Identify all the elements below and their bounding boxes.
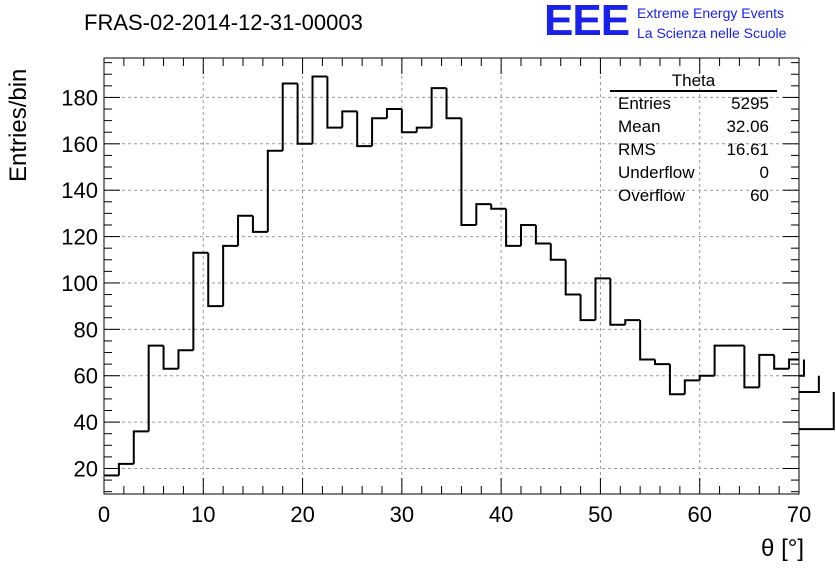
histogram-bin [266,149,283,232]
histogram-bin [799,375,820,393]
stats-label: Underflow [618,163,695,182]
stats-label: Overflow [618,186,686,205]
histogram-bin [311,75,328,144]
stats-row-rms: RMS 16.61 [610,138,777,161]
histogram-bin [162,345,179,370]
histogram-bin [799,359,805,377]
logo-line-2: La Scienza nelle Scuole [637,25,787,41]
stats-value: 5295 [731,94,769,113]
logo-line-1: Extreme Energy Events [637,5,785,21]
histogram-bin [281,82,298,151]
y-tick-label: 160 [61,132,98,157]
chart-title: FRAS-02-2014-12-31-00003 [84,10,363,35]
histogram-bin [475,203,492,225]
plot-frame [103,57,800,495]
histogram-bin [639,320,656,361]
histogram-bin [326,76,343,129]
histogram-bin [549,243,566,261]
y-tick-label: 120 [61,225,98,250]
x-tick-label: 30 [390,502,414,527]
histogram-bin [698,374,715,381]
x-axis-label: θ [°] [761,535,804,562]
stats-row-underflow: Underflow 0 [610,161,777,184]
y-tick-label: 140 [61,178,98,203]
histogram-bin [341,110,358,128]
histogram-bin [445,88,462,120]
histogram-bin [594,277,611,321]
stats-label: RMS [618,140,656,159]
histogram-bin [356,111,373,148]
stats-value: 0 [759,163,769,182]
y-tick-label: 80 [74,317,98,342]
histogram-bin [296,83,313,145]
x-tick-label: 60 [687,502,711,527]
stats-value: 32.06 [726,117,769,136]
y-tick-labels: 20 40 60 80 100 120 140 160 180 [61,85,98,481]
histogram-bin [520,223,536,246]
stats-label: Entries [618,94,671,113]
histogram-bin [400,109,417,134]
stats-value: 60 [750,186,769,205]
plot-border [103,57,800,495]
stats-row-overflow: Overflow 60 [610,184,777,207]
eee-logo: EEE Extreme Energy Events La Scienza nel… [544,0,834,46]
y-tick-label: 20 [74,456,98,481]
histogram-bin [758,353,775,388]
x-tick-label: 50 [588,502,612,527]
histogram-bin [505,208,521,247]
histogram-bin [207,252,224,308]
histogram-bin [564,259,581,296]
histogram-bin [132,430,149,464]
histogram-bin [251,215,268,233]
x-tick-label: 70 [787,502,811,527]
histogram-bin [222,244,239,307]
histogram-bin [609,278,626,326]
histogram-series [104,75,835,477]
histogram-bin [534,224,551,245]
y-tick-label: 180 [61,85,98,110]
histogram-bin [654,359,670,366]
histogram-bin [237,214,253,246]
histogram-bin [415,126,432,133]
stats-title: Theta [610,72,777,92]
histogram-bin [371,117,387,147]
histogram-bin [743,345,760,389]
logo-mark: EEE [544,0,630,45]
histogram-bin [385,108,402,119]
y-tick-label: 60 [74,364,98,389]
histogram-bin [117,462,134,476]
x-tick-label: 40 [489,502,513,527]
histogram-bin [147,344,164,432]
histogram-bin [773,354,790,370]
x-tick-labels: 0 10 20 30 40 50 60 70 [98,502,811,527]
y-tick-label: 40 [74,410,98,435]
stats-row-mean: Mean 32.06 [610,115,777,138]
stats-value: 16.61 [726,140,769,159]
grid-lines [104,58,799,494]
stats-label: Mean [618,117,661,136]
x-tick-label: 0 [98,502,110,527]
histogram-bin [668,364,685,396]
histogram-bin [579,294,596,322]
histogram-bin [683,379,700,395]
histogram-bin [177,349,194,369]
x-tick-label: 10 [191,502,215,527]
histogram-bin [192,251,209,351]
histogram-bin [624,319,641,325]
histogram-bin [460,118,477,226]
histogram-bin [713,344,730,376]
histogram-bin [788,358,799,369]
histogram-bin [430,87,447,128]
y-axis-label: Entries/bin [5,68,32,182]
histogram-bin [799,391,835,431]
stats-box: Theta Entries 5295 Mean 32.06 RMS 16.61 … [610,72,777,207]
histogram-bin [490,204,507,210]
x-tick-label: 20 [290,502,314,527]
y-tick-label: 100 [61,271,98,296]
axis-ticks [103,58,800,494]
stats-row-entries: Entries 5295 [610,92,777,115]
